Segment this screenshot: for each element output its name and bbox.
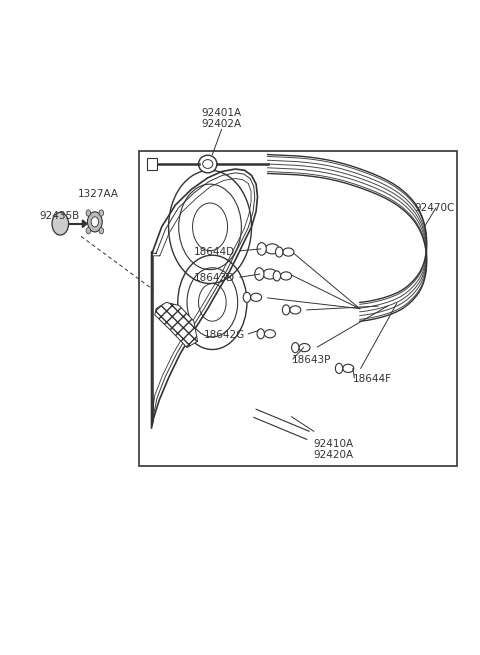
Circle shape (99, 210, 104, 216)
Text: 92410A
92420A: 92410A 92420A (314, 439, 354, 460)
Circle shape (257, 329, 264, 339)
Ellipse shape (263, 269, 277, 279)
Circle shape (336, 364, 343, 373)
Bar (139, 151, 456, 466)
Bar (147, 158, 157, 170)
Circle shape (99, 227, 104, 234)
Polygon shape (83, 220, 87, 227)
Polygon shape (152, 169, 257, 428)
Circle shape (273, 271, 280, 281)
Circle shape (276, 247, 283, 257)
Circle shape (52, 212, 69, 235)
Text: 1327AA: 1327AA (78, 189, 119, 198)
Circle shape (87, 212, 102, 232)
Circle shape (86, 210, 91, 216)
Ellipse shape (299, 343, 310, 352)
Text: 18643D: 18643D (194, 273, 235, 284)
Circle shape (86, 227, 91, 234)
Circle shape (282, 305, 290, 315)
Polygon shape (155, 303, 198, 348)
Ellipse shape (290, 306, 301, 314)
Ellipse shape (280, 272, 292, 280)
Circle shape (292, 343, 299, 352)
Ellipse shape (283, 248, 294, 256)
Ellipse shape (264, 329, 276, 338)
Text: 92435B: 92435B (39, 210, 80, 221)
Text: 18642G: 18642G (204, 330, 245, 340)
Ellipse shape (203, 160, 213, 168)
Ellipse shape (199, 155, 217, 173)
Circle shape (91, 217, 98, 227)
Ellipse shape (265, 244, 279, 254)
Text: 18644D: 18644D (194, 247, 235, 257)
Ellipse shape (343, 364, 354, 373)
Text: 18644F: 18644F (353, 374, 392, 384)
Ellipse shape (251, 293, 262, 301)
Text: 92470C: 92470C (414, 203, 454, 213)
Text: 92401A
92402A: 92401A 92402A (202, 108, 241, 130)
Circle shape (243, 292, 251, 303)
Circle shape (257, 242, 266, 255)
Text: 18643P: 18643P (292, 355, 331, 365)
Circle shape (255, 268, 264, 280)
